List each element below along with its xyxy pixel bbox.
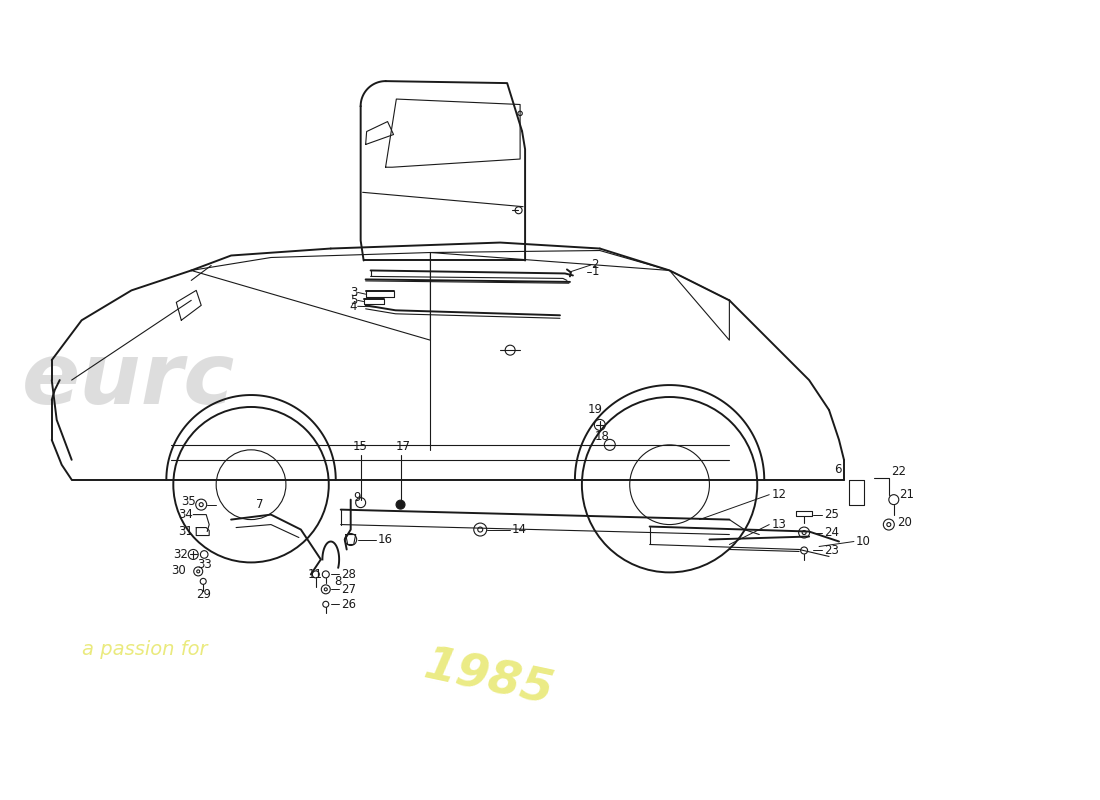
- Text: 30: 30: [172, 564, 186, 577]
- Text: 13: 13: [771, 518, 786, 531]
- Text: 27: 27: [341, 583, 355, 596]
- Text: 9: 9: [354, 491, 361, 504]
- Text: 28: 28: [341, 568, 355, 581]
- Text: 7: 7: [256, 498, 264, 511]
- Text: eurc: eurc: [22, 338, 235, 422]
- Text: 22: 22: [891, 466, 905, 478]
- Text: a passion for: a passion for: [81, 640, 207, 658]
- Text: 17: 17: [396, 440, 410, 454]
- Text: 10: 10: [856, 535, 871, 548]
- Text: 34: 34: [178, 508, 194, 521]
- Text: 35: 35: [182, 495, 196, 508]
- Text: 25: 25: [824, 508, 839, 521]
- Text: 6: 6: [834, 463, 842, 476]
- Text: 5: 5: [350, 294, 358, 307]
- Text: 12: 12: [771, 488, 786, 501]
- Text: 16: 16: [377, 533, 393, 546]
- Text: 1: 1: [592, 266, 598, 278]
- Text: 15: 15: [353, 440, 367, 454]
- Text: 3: 3: [350, 286, 358, 299]
- Text: 19: 19: [587, 403, 603, 417]
- Text: 14: 14: [513, 523, 527, 536]
- Text: 23: 23: [824, 544, 839, 557]
- Text: 32: 32: [174, 548, 188, 561]
- Text: 2: 2: [592, 258, 598, 271]
- Text: 24: 24: [824, 526, 839, 539]
- Text: 29: 29: [196, 588, 211, 601]
- Text: 4: 4: [350, 300, 358, 313]
- Circle shape: [396, 500, 405, 509]
- Text: 31: 31: [178, 525, 194, 538]
- Text: 8: 8: [333, 575, 341, 588]
- Text: 11: 11: [308, 568, 322, 581]
- Text: 26: 26: [341, 598, 355, 610]
- Text: 18: 18: [595, 430, 609, 443]
- Text: 21: 21: [899, 488, 914, 501]
- Text: 1985: 1985: [420, 643, 559, 714]
- Text: 33: 33: [197, 558, 211, 571]
- Text: 20: 20: [896, 516, 912, 529]
